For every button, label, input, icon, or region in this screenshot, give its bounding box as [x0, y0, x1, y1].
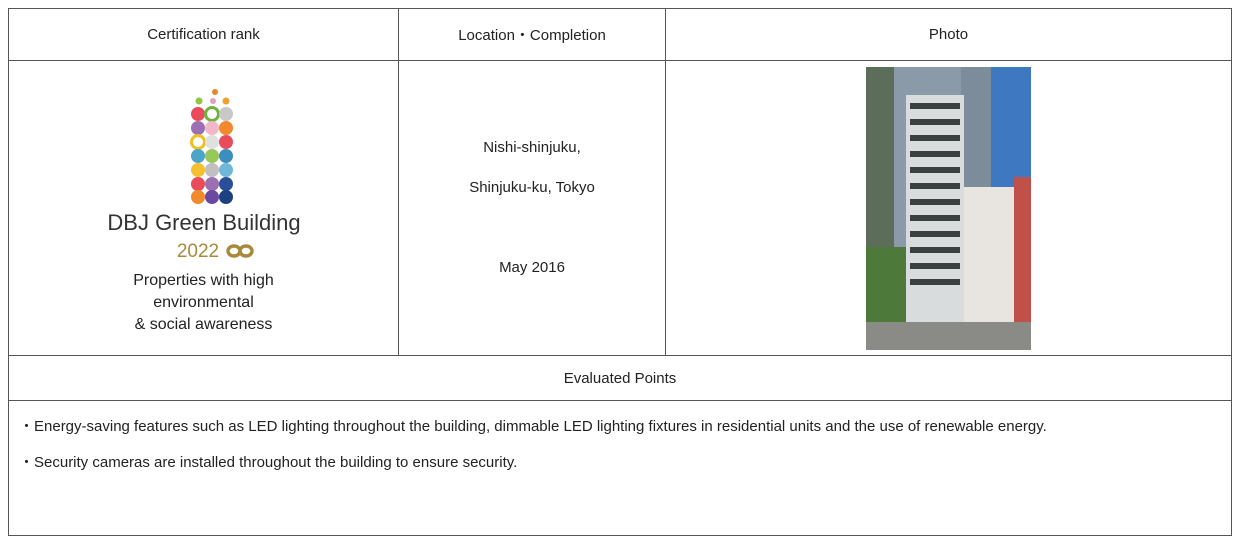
description-line: environmental [153, 294, 254, 311]
rank-cell: DBJ Green Building 2022 Properties with … [8, 60, 399, 356]
rank-description: Properties with high environmental & soc… [9, 270, 398, 336]
location-line: Nishi-shinjuku, [483, 139, 581, 156]
evaluated-point: ・Energy-saving features such as LED ligh… [19, 418, 1047, 435]
evaluated-points-row: ・Energy-saving features such as LED ligh… [8, 400, 1232, 536]
certification-table: Certification rank Location・Completion P… [8, 8, 1232, 536]
photo-cell [665, 60, 1232, 356]
header-cell: Location・Completion [398, 8, 666, 61]
header-row: Certification rank Location・Completion P… [8, 8, 1232, 61]
logo-circles [189, 89, 233, 204]
evaluated-title-row: Evaluated Points [8, 355, 1232, 401]
location-line: Shinjuku-ku, Tokyo [469, 179, 595, 196]
evaluated-points: ・Energy-saving features such as LED ligh… [8, 400, 1232, 536]
logo-name: DBJ Green Building [107, 210, 300, 235]
logo: DBJ Green Building 2022 [107, 89, 300, 262]
content-row: DBJ Green Building 2022 Properties with … [8, 60, 1232, 356]
evaluated-title: Evaluated Points [8, 355, 1232, 401]
description-line: & social awareness [134, 316, 273, 333]
logo-year: 2022 [176, 241, 218, 262]
building-photo [866, 66, 1031, 350]
location-cell: Nishi-shinjuku, Shinjuku-ku, Tokyo May 2… [398, 60, 666, 356]
header-cell: Photo [665, 8, 1232, 61]
completion: May 2016 [499, 259, 565, 276]
description-line: Properties with high [133, 272, 274, 289]
header-cell: Certification rank [8, 8, 399, 61]
infinity-icon [225, 244, 254, 258]
evaluated-point: ・Security cameras are installed througho… [19, 454, 518, 471]
